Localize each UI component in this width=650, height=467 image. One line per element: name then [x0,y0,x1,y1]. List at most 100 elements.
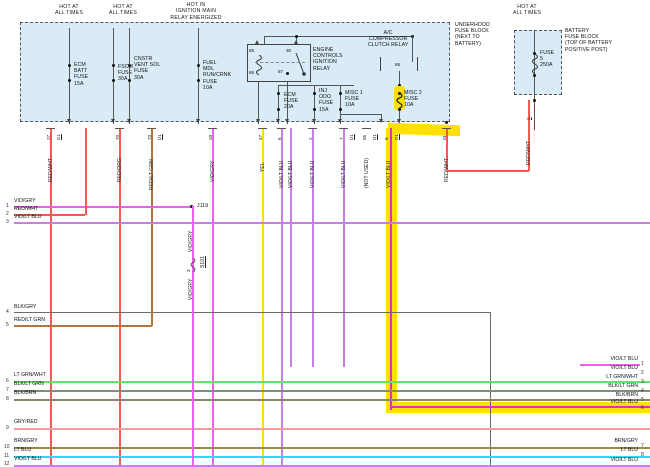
fuse-label-misc-2: MISC 2 FUSE 10A [404,90,422,109]
row-number-8: 8 [6,396,9,402]
tick [46,128,55,129]
fuse-node [127,64,131,68]
wire-row-12-vio-lt-blu [14,465,650,467]
fuse-node [111,79,115,83]
wire-battery-feed-elbow [446,170,529,172]
row-label-vio-gry: VIO/GRY [14,198,36,204]
ac-relay-node [397,84,401,88]
wire-vertical-red-wht-2 [85,128,87,210]
row-label-brn-gry: BRN/GRY [14,438,38,444]
row-number-11: 11 [4,453,10,459]
fuse-node [532,74,536,78]
right-row-label-6: VIO/LT BLU [610,399,638,405]
splice-j119-dot [190,204,194,208]
underhood-fuse-block-envelope [20,22,450,122]
wire-vertical-vio-lt-blu-highlighted [390,128,392,410]
relay-pin-87: 87 [278,69,284,74]
tick [362,128,371,129]
wire-vertical-red-wht-3 [446,128,448,171]
fuse-node [276,108,280,112]
relay-pin-85: 85 [249,48,255,53]
wire-row-7-blk-lt-grn [14,390,650,392]
ac-relay-bracket [380,57,418,71]
wire-name-vio-lt-blu-2: VIO/LT BLU [288,160,294,189]
wire-row-8-blk-brn [14,399,650,401]
misc1-stub-h [340,114,382,115]
relay-switch-arm [295,52,306,76]
misc1-stub-arrow [378,119,383,123]
battery-fuse-out-node [532,99,536,103]
wire-name-red-wht-battery: RED/WHT [526,140,532,165]
row-label-vio-lt-blu-12: VIO/LT BLU [14,456,42,462]
right-row-label-8: LT BLU [620,447,638,453]
fuse-stem-fscm [113,28,114,124]
wire-num-73: 73 [147,134,152,140]
right-row-number-1: 1 [641,361,644,367]
right-row-label-7: BRN/GRY [614,438,638,444]
fuse-node [312,92,316,96]
wire-cav-d1-2: D1 [157,134,162,140]
inline-label-vio-gry-upper: VIO/GRY [188,230,194,252]
fuse-node [196,64,200,68]
exit-arrow [66,119,71,123]
fuse-label-inj-odo: INJ ODO FUSE 15A [319,88,334,113]
wire-cav-d1-3: D1 [349,134,354,140]
right-row-number-8: 8 [641,452,644,458]
row-number-10: 10 [4,444,10,450]
relay-87-stem-down [287,82,288,124]
fuse-node [276,92,280,96]
right-row-label-4: BLK/LT GRN [608,383,638,389]
wire-splice-riser-vio-gry [192,206,194,467]
wire-vertical-yel [262,128,264,467]
ac-relay-feed-drop [412,36,413,62]
wire-row-9-gry-red [14,428,650,430]
elbow-red-lt-grn [151,300,153,326]
fuse-label-fscm: FSCM FUSE 30A [118,64,134,83]
splice-label-s101: S101 [200,255,206,268]
wire-num-8: 8 [384,137,389,140]
wire-name-vio-lt-blu-highlighted: VIO/LT BLU [386,160,392,189]
right-row-label-2: VIO/LT BLU [610,365,638,371]
relay-stem-arrow-30 [293,40,298,44]
exit-arrow [275,119,280,123]
wire-num-27: 27 [46,134,51,140]
row-label-red-lt-grn: RED/LT GRN [14,317,45,323]
fuse-stem-ecm [278,85,279,124]
tick [308,128,317,129]
elbow-red-wht-row2 [85,190,87,215]
fuse-stem-fuel-mdl [198,28,199,124]
right-row-number-7: 7 [641,443,644,449]
battery-fuse-block-envelope [514,30,562,95]
wire-row-4-blk-gry [14,312,491,314]
fuse-label-misc-1: MISC 1 FUSE 10A [345,90,363,109]
wire-vertical-vio-lt-blu-2 [290,128,292,367]
tick [339,128,348,129]
row-label-blk-lt-grn: BLK/LT GRN [14,381,44,387]
wire-vertical-vio-lt-blu-4 [343,128,345,367]
wire-name-vio-lt-blu-4: VIO/LT BLU [341,160,347,189]
wire-vertical-vio-lt-blu-3 [312,128,314,367]
label-battery-fuse-block: BATTERY FUSE BLOCK (TOP OF BATTERY POSIT… [565,28,613,53]
exit-arrow [311,119,316,123]
fuse-stem-ecm-batt [69,28,70,124]
wire-vertical-vio-gry [212,128,214,467]
bus-node [294,34,298,38]
wire-name-red-org: RED/ORG [117,157,123,182]
wire-vertical-red-wht-1 [50,128,52,467]
label-underhood-fuse-block: UNDERHOOD FUSE BLOCK (NEXT TO BATTERY) [455,22,490,47]
fuse-node [196,79,200,83]
right-row-label-9: VIO/LT BLU [610,457,638,463]
wire-cav-d1-4: D1 [372,134,377,140]
row-label-blk-brn: BLK/BRN [14,390,37,396]
wire-row-4-riser [490,312,491,467]
fuse-node [532,52,536,56]
fuse-node [312,108,316,112]
row-number-1: 1 [6,203,9,209]
relay-internal-divider [255,62,305,63]
row-number-3: 3 [6,219,9,225]
wire-num-70: 70 [115,134,120,140]
relay-feed-drop-left [264,36,265,46]
splice-label-j119: J119 [197,203,209,209]
lower-fuse-bus [278,85,354,86]
